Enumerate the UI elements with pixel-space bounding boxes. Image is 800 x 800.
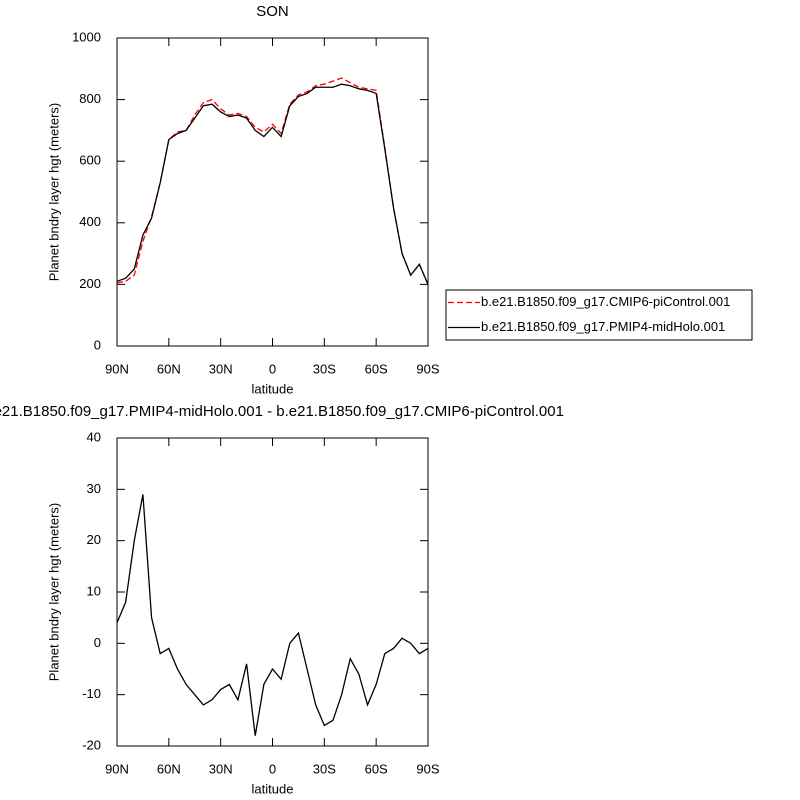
y-tick-label: 20	[87, 532, 101, 547]
chart-title: SON	[256, 3, 289, 20]
x-tick-label: 60N	[157, 761, 181, 776]
y-tick-label: 200	[79, 276, 101, 291]
x-axis-label: latitude	[252, 781, 294, 796]
x-axis-label: latitude	[252, 381, 294, 396]
y-tick-label: 30	[87, 481, 101, 496]
y-tick-label: 400	[79, 214, 101, 229]
x-tick-label: 90S	[416, 761, 439, 776]
plot-frame	[116, 37, 429, 347]
x-tick-label: 90N	[105, 761, 129, 776]
legend-label: b.e21.B1850.f09_g17.PMIP4-midHolo.001	[481, 319, 725, 334]
legend-label: b.e21.B1850.f09_g17.CMIP6-piControl.001	[481, 294, 730, 309]
x-tick-label: 90S	[416, 361, 439, 376]
chart-title: b.e21.B1850.f09_g17.PMIP4-midHolo.001 - …	[0, 403, 564, 420]
y-axis-label: Planet bndry layer hgt (meters)	[46, 503, 61, 681]
y-axis-label: Planet bndry layer hgt (meters)	[46, 103, 61, 281]
plot-frame	[116, 437, 429, 747]
data-line	[116, 83, 429, 285]
y-tick-label: -10	[82, 686, 101, 701]
x-tick-label: 0	[269, 361, 276, 376]
x-tick-label: 90N	[105, 361, 129, 376]
y-tick-label: -20	[82, 737, 101, 752]
y-tick-label: 600	[79, 153, 101, 168]
x-tick-label: 30S	[313, 361, 336, 376]
x-tick-label: 60S	[365, 361, 388, 376]
x-tick-label: 0	[269, 761, 276, 776]
y-tick-label: 40	[87, 429, 101, 444]
x-tick-label: 30N	[209, 761, 233, 776]
y-tick-label: 1000	[72, 29, 101, 44]
x-tick-label: 30N	[209, 361, 233, 376]
legend-box	[445, 289, 753, 341]
y-tick-label: 800	[79, 91, 101, 106]
x-tick-label: 30S	[313, 761, 336, 776]
y-tick-label: 0	[94, 337, 101, 352]
x-tick-label: 60S	[365, 761, 388, 776]
x-tick-label: 60N	[157, 361, 181, 376]
y-tick-label: 10	[87, 583, 101, 598]
y-tick-label: 0	[94, 635, 101, 650]
data-line	[116, 494, 429, 736]
data-line	[116, 77, 429, 285]
